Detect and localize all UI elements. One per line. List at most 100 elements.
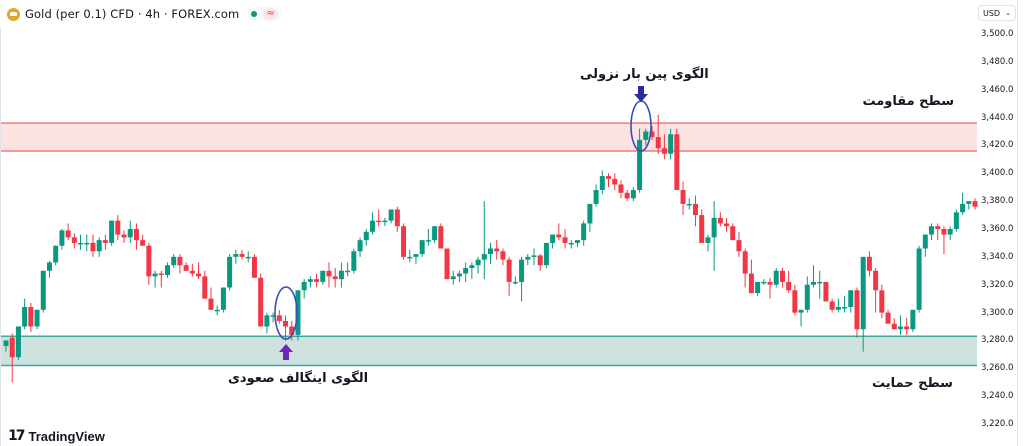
- candle-body: [556, 234, 562, 238]
- candle-body: [413, 254, 419, 257]
- candle-body: [165, 265, 170, 275]
- candle-body: [15, 326, 21, 358]
- candle-body: [102, 240, 108, 243]
- tradingview-mark-icon: 17: [8, 428, 26, 444]
- candle-body: [699, 215, 705, 243]
- candle-body: [78, 242, 84, 245]
- candle-body: [59, 230, 65, 246]
- candle-body: [568, 242, 574, 245]
- candle-body: [531, 255, 537, 257]
- price-tick-label: 3,280.0: [981, 335, 1014, 346]
- candle-body: [189, 270, 195, 274]
- gold-symbol-icon: [7, 7, 20, 21]
- candle-body: [183, 265, 189, 271]
- candle-body: [3, 340, 9, 346]
- candle-body: [127, 229, 133, 238]
- candle-body: [307, 279, 313, 282]
- currency-selector[interactable]: USD ⌄: [978, 5, 1016, 21]
- candle-body: [587, 203, 593, 224]
- candle-body: [115, 220, 121, 235]
- candle-body: [71, 237, 77, 243]
- candle-body: [581, 223, 587, 241]
- candle-body: [376, 220, 382, 223]
- currency-label: USD: [983, 8, 1001, 18]
- candle-body: [606, 176, 612, 179]
- candle-body: [444, 248, 450, 280]
- candle-body: [717, 217, 723, 224]
- price-tick-label: 3,220.0: [981, 419, 1014, 429]
- price-tick-label: 3,240.0: [981, 391, 1014, 402]
- price-tick-label: 3,500.0: [981, 29, 1014, 39]
- candle-body: [363, 231, 369, 241]
- price-axis-border: [1017, 0, 1018, 446]
- candle-body: [84, 242, 90, 245]
- candle-body: [736, 240, 742, 252]
- candle-body: [972, 201, 978, 207]
- candle-body: [649, 131, 655, 138]
- candle-body: [90, 242, 96, 252]
- candle-body: [947, 229, 953, 235]
- candle-body: [202, 276, 208, 299]
- candle-body: [407, 256, 413, 259]
- candle-body: [929, 226, 935, 235]
- candle-body: [345, 270, 351, 273]
- candle-body: [475, 259, 481, 266]
- candle-body: [966, 201, 972, 204]
- candle-body: [860, 256, 866, 330]
- support-label: سطح حمایت: [872, 376, 953, 391]
- candle-body: [674, 134, 680, 190]
- candle-body: [885, 312, 891, 324]
- candle-body: [848, 290, 854, 307]
- candle-body: [879, 290, 885, 313]
- candle-body: [779, 270, 785, 282]
- candle-body: [177, 256, 183, 266]
- candle-body: [401, 226, 407, 257]
- candle-body: [742, 251, 748, 274]
- price-tick-label: 3,300.0: [981, 307, 1014, 318]
- candle-body: [897, 326, 903, 330]
- candle-body: [761, 281, 767, 284]
- candle-body: [941, 229, 947, 235]
- tradingview-wordmark: TradingView: [28, 428, 105, 444]
- candle-body: [283, 320, 289, 327]
- chart-left-border: [0, 28, 1, 446]
- candle-body: [264, 315, 270, 327]
- candle-body: [140, 240, 146, 246]
- candle-body: [258, 277, 264, 327]
- candle-body: [953, 212, 959, 229]
- candle-body: [767, 281, 773, 285]
- down-arrow-icon: [634, 86, 648, 102]
- candle-body: [220, 287, 226, 310]
- price-tick-label: 3,340.0: [981, 251, 1014, 262]
- candle-body: [904, 326, 910, 330]
- candle-body: [537, 255, 543, 266]
- tradingview-logo[interactable]: 17 TradingView: [8, 428, 105, 444]
- candle-body: [574, 240, 580, 243]
- candle-body: [133, 229, 139, 241]
- candle-body: [357, 240, 363, 252]
- candle-body: [748, 273, 754, 294]
- candle-body: [686, 203, 692, 206]
- candle-body: [811, 281, 816, 285]
- candle-body: [314, 279, 320, 282]
- candle-body: [910, 309, 916, 330]
- candle-body: [65, 230, 71, 238]
- candle-body: [835, 307, 841, 310]
- candle-body: [351, 251, 357, 271]
- resistance-label: سطح مقاومت: [862, 94, 954, 109]
- candle-body: [916, 248, 922, 310]
- price-tick-label: 3,400.0: [981, 168, 1014, 179]
- candle-body: [419, 240, 425, 255]
- candle-body: [152, 273, 158, 277]
- price-tick-label: 3,320.0: [981, 279, 1014, 290]
- candle-body: [804, 284, 810, 310]
- engulfing-highlight-ellipse: [274, 286, 298, 340]
- market-status-pill[interactable]: ≈: [247, 7, 282, 21]
- candle-body: [637, 139, 643, 190]
- candle-body: [798, 309, 804, 313]
- symbol-title[interactable]: Gold (per 0.1) CFD · 4h · FOREX.com: [25, 7, 240, 21]
- candle-body: [438, 226, 444, 249]
- chevron-down-icon: ⌄: [1005, 9, 1011, 17]
- candle-body: [773, 270, 779, 285]
